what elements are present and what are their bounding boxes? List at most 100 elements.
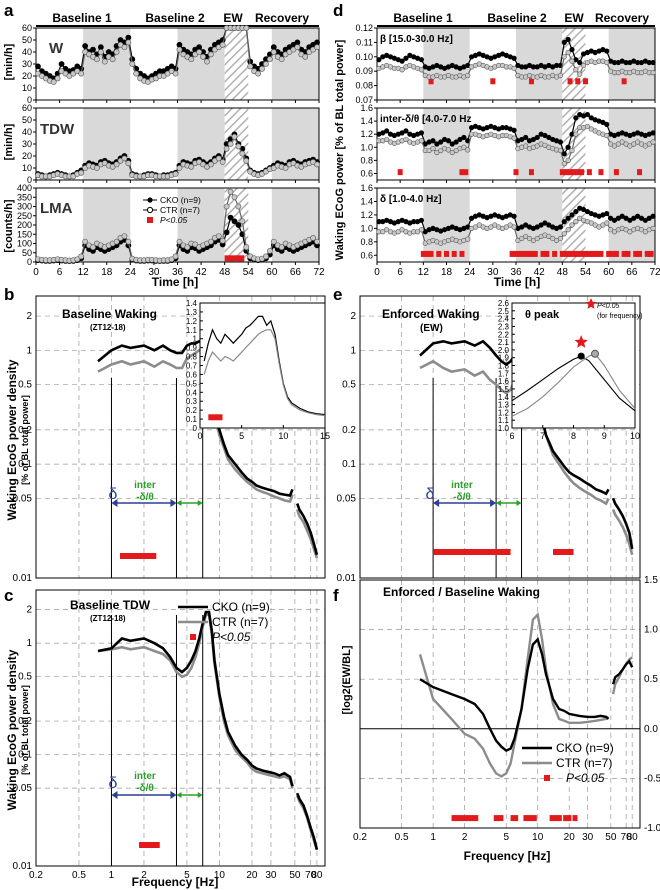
a-data-point: [208, 51, 214, 58]
e-inset-ytick-label: 2.3: [498, 322, 510, 331]
d-data-point: [461, 144, 467, 150]
a-xtick-label: 30: [148, 267, 160, 278]
b-axes-box: [35, 295, 326, 579]
e-inset-xtick-label: 8: [571, 431, 576, 441]
d-data-point: [569, 212, 575, 218]
a-legend-ctr-marker: [146, 206, 154, 214]
a-data-point: [208, 161, 214, 168]
d-sig-marker-2-3: [436, 250, 442, 257]
b-inset-xtick-label: 5: [239, 431, 244, 441]
d-data-point: [384, 128, 390, 134]
b-series-cko-b: [295, 503, 319, 556]
a-data-point: [78, 169, 85, 176]
a-data-point: [227, 188, 234, 195]
f-sig-bar-2: [510, 815, 519, 822]
d-ytick-label: 1.6: [360, 103, 373, 113]
e-inset-series-0: [511, 355, 636, 412]
d-data-point: [453, 139, 459, 145]
f-sig-bar-6: [572, 815, 578, 822]
e-inset-ytick-label: 1.3: [498, 401, 510, 410]
d-sig-marker-1-9: [575, 169, 581, 176]
c-ytick-label: 1: [26, 638, 32, 649]
e-inter-label2: -δ/θ: [453, 492, 471, 503]
d-sig-marker-2-27: [598, 250, 604, 257]
b-inset-ytick-label: 0.4: [186, 388, 198, 397]
f-xtick-label: 10: [532, 832, 544, 843]
d-sig-marker-1-3: [513, 169, 519, 176]
d-sig-marker-2-25: [590, 250, 596, 257]
b-inset-xtick-label: 10: [278, 431, 288, 441]
a-legend-cko-marker: [147, 197, 153, 203]
a-dark-period-0-1: [177, 28, 225, 100]
d-sig-marker-2-5: [451, 250, 457, 257]
e-inset-ytick-label: 1.1: [498, 416, 510, 425]
d-sig-marker-0-3: [567, 78, 573, 85]
a-data-point: [90, 46, 96, 53]
d-data-point: [650, 213, 656, 219]
b-inset-ytick-label: 0.3: [186, 397, 198, 406]
b-series-ctr-b: [295, 509, 319, 559]
e-ytick-label: 0.2: [342, 425, 356, 436]
e-inset-ytick-label: 2.6: [498, 299, 510, 308]
a-data-point: [314, 44, 320, 51]
b-ytick-label: 0.5: [18, 380, 32, 391]
a-data-point: [196, 49, 203, 55]
a-data-point: [310, 235, 317, 241]
a-ytick-label: 0: [27, 175, 32, 185]
d-sig-marker-2-28: [606, 250, 612, 257]
a-ytick-label: 50: [22, 115, 32, 125]
e-inset-box: [511, 302, 636, 429]
d-data-point: [561, 219, 567, 225]
c-axes-box: [35, 589, 326, 867]
a-dark-period-1-1: [177, 108, 225, 180]
a-data-point: [54, 75, 61, 82]
d-data-point: [418, 67, 425, 73]
a-ytick-label: 300: [17, 202, 32, 212]
d-sig-marker-2-21: [575, 250, 581, 257]
a-segment-baseline1: Baseline 1: [52, 11, 112, 25]
a-data-point: [172, 171, 179, 177]
chart-layer: 0102030405060010203040506005010015020025…: [13, 23, 660, 881]
a-data-point: [113, 161, 120, 168]
d-data-point: [650, 130, 656, 136]
a-data-point: [94, 165, 100, 171]
b-inset-ytick-label: 0.7: [186, 362, 198, 371]
a-data-point: [204, 58, 210, 65]
d-data-point: [403, 55, 409, 61]
d-data-point: [438, 139, 444, 145]
a-data-point: [192, 241, 199, 248]
d-data-point: [376, 57, 382, 63]
f-ytick-label: 0.0: [644, 724, 658, 735]
d-xtick-label: 42: [534, 267, 546, 278]
a-data-point: [243, 157, 250, 164]
d-sig-marker-0-6: [621, 78, 627, 85]
a-ytick-label: 10: [22, 83, 32, 93]
e-ytick-label: 2: [350, 311, 356, 322]
b-inset-series-1: [203, 329, 326, 417]
e-inset-ytick-label: 1.5: [498, 385, 510, 394]
d-data-point: [561, 39, 567, 46]
d-data-point: [565, 215, 571, 221]
b-ytick-label: 0.1: [18, 459, 32, 470]
f-ytick-label: -1.0: [644, 823, 660, 834]
a-data-point: [176, 46, 183, 53]
d-data-point: [511, 65, 517, 71]
d-sig-marker-2-19: [567, 250, 573, 257]
d-ytick-label: 1.2: [360, 129, 373, 139]
d-data-point: [565, 157, 571, 163]
d-sig-marker-2-6: [459, 250, 465, 257]
e-inset-ytick-label: 2.1: [498, 338, 510, 347]
a-ew-hatch-0: [224, 28, 249, 100]
b-ytick-label: 1: [26, 345, 32, 356]
b-ytick-label: 0.05: [13, 493, 33, 504]
a-ylabel-tdw: [min/h]: [3, 123, 15, 160]
d-data-point: [465, 236, 471, 242]
d-data-point: [604, 210, 610, 217]
a-data-point: [263, 253, 269, 260]
d-data-point: [399, 67, 405, 73]
f-ytick-label: -0.5: [644, 773, 660, 784]
d-sig-marker-1-10: [579, 169, 585, 176]
a-data-point: [125, 238, 132, 245]
d-sig-marker-0-1: [490, 78, 496, 85]
d-data-point: [465, 147, 471, 153]
